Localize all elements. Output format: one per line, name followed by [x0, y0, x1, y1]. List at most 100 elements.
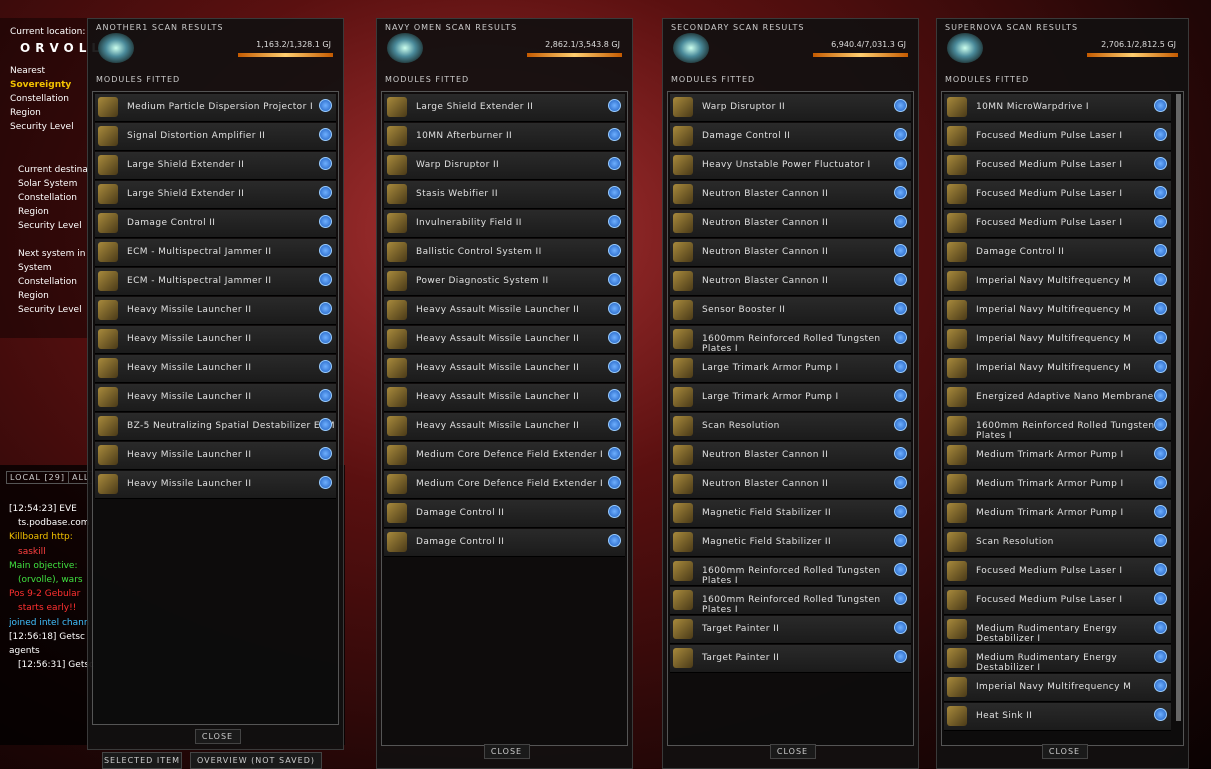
module-row[interactable]: Heavy Missile Launcher II	[95, 355, 336, 383]
module-row[interactable]: Neutron Blaster Cannon II	[670, 181, 911, 209]
info-button[interactable]	[1154, 650, 1167, 663]
close-button[interactable]: CLOSE	[194, 729, 241, 744]
module-row[interactable]: Focused Medium Pulse Laser I	[944, 181, 1171, 209]
info-button[interactable]	[608, 418, 621, 431]
module-row[interactable]: Focused Medium Pulse Laser I	[944, 587, 1171, 615]
module-row[interactable]: Magnetic Field Stabilizer II	[670, 529, 911, 557]
info-button[interactable]	[608, 331, 621, 344]
module-row[interactable]: Focused Medium Pulse Laser I	[944, 558, 1171, 586]
module-row[interactable]: Imperial Navy Multifrequency M	[944, 355, 1171, 383]
module-row[interactable]: Large Trimark Armor Pump I	[670, 384, 911, 412]
module-row[interactable]: Power Diagnostic System II	[384, 268, 625, 296]
module-row[interactable]: Warp Disruptor II	[384, 152, 625, 180]
module-row[interactable]: Magnetic Field Stabilizer II	[670, 500, 911, 528]
module-row[interactable]: Neutron Blaster Cannon II	[670, 268, 911, 296]
module-row[interactable]: Signal Distortion Amplifier II	[95, 123, 336, 151]
info-button[interactable]	[894, 273, 907, 286]
module-row[interactable]: 1600mm Reinforced Rolled Tungsten Plates…	[670, 326, 911, 354]
info-button[interactable]	[1154, 476, 1167, 489]
module-row[interactable]: Heavy Assault Missile Launcher II	[384, 326, 625, 354]
module-row[interactable]: Heavy Assault Missile Launcher II	[384, 355, 625, 383]
info-button[interactable]	[894, 505, 907, 518]
info-button[interactable]	[894, 215, 907, 228]
info-button[interactable]	[894, 331, 907, 344]
module-row[interactable]: 1600mm Reinforced Rolled Tungsten Plates…	[670, 587, 911, 615]
module-row[interactable]: Neutron Blaster Cannon II	[670, 442, 911, 470]
info-button[interactable]	[894, 360, 907, 373]
info-button[interactable]	[1154, 215, 1167, 228]
module-row[interactable]: Damage Control II	[670, 123, 911, 151]
info-button[interactable]	[1154, 505, 1167, 518]
module-row[interactable]: Medium Trimark Armor Pump I	[944, 471, 1171, 499]
info-button[interactable]	[608, 244, 621, 257]
module-row[interactable]: BZ-5 Neutralizing Spatial Destabilizer E…	[95, 413, 336, 441]
info-button[interactable]	[1154, 157, 1167, 170]
module-row[interactable]: Damage Control II	[944, 239, 1171, 267]
info-button[interactable]	[608, 534, 621, 547]
info-button[interactable]	[319, 244, 332, 257]
info-button[interactable]	[608, 302, 621, 315]
module-row[interactable]: Invulnerability Field II	[384, 210, 625, 238]
info-button[interactable]	[319, 476, 332, 489]
module-row[interactable]: Scan Resolution	[944, 529, 1171, 557]
module-row[interactable]: Heavy Missile Launcher II	[95, 442, 336, 470]
info-button[interactable]	[1154, 99, 1167, 112]
module-row[interactable]: 10MN MicroWarpdrive I	[944, 94, 1171, 122]
info-button[interactable]	[894, 534, 907, 547]
module-row[interactable]: Heat Sink II	[944, 703, 1171, 731]
info-button[interactable]	[1154, 128, 1167, 141]
module-row[interactable]: Heavy Assault Missile Launcher II	[384, 384, 625, 412]
close-button[interactable]: CLOSE	[769, 744, 816, 759]
info-button[interactable]	[319, 128, 332, 141]
info-button[interactable]	[1154, 679, 1167, 692]
info-button[interactable]	[894, 186, 907, 199]
info-button[interactable]	[319, 273, 332, 286]
module-row[interactable]: Medium Core Defence Field Extender I	[384, 442, 625, 470]
module-row[interactable]: Focused Medium Pulse Laser I	[944, 152, 1171, 180]
module-row[interactable]: Focused Medium Pulse Laser I	[944, 210, 1171, 238]
info-button[interactable]	[608, 128, 621, 141]
info-button[interactable]	[894, 650, 907, 663]
info-button[interactable]	[1154, 389, 1167, 402]
info-button[interactable]	[1154, 186, 1167, 199]
info-button[interactable]	[608, 505, 621, 518]
info-button[interactable]	[894, 621, 907, 634]
module-row[interactable]: Damage Control II	[384, 500, 625, 528]
info-button[interactable]	[1154, 563, 1167, 576]
module-row[interactable]: Medium Rudimentary Energy Destabilizer I	[944, 645, 1171, 673]
module-row[interactable]: Large Shield Extender II	[95, 152, 336, 180]
module-row[interactable]: Heavy Assault Missile Launcher II	[384, 413, 625, 441]
info-button[interactable]	[894, 476, 907, 489]
info-button[interactable]	[1154, 447, 1167, 460]
info-button[interactable]	[894, 244, 907, 257]
info-button[interactable]	[319, 99, 332, 112]
info-button[interactable]	[319, 186, 332, 199]
module-row[interactable]: Target Painter II	[670, 616, 911, 644]
info-button[interactable]	[608, 389, 621, 402]
info-button[interactable]	[894, 157, 907, 170]
module-row[interactable]: Warp Disruptor II	[670, 94, 911, 122]
module-row[interactable]: Neutron Blaster Cannon II	[670, 471, 911, 499]
info-button[interactable]	[894, 563, 907, 576]
module-row[interactable]: ECM - Multispectral Jammer II	[95, 239, 336, 267]
module-row[interactable]: 1600mm Reinforced Rolled Tungsten Plates…	[944, 413, 1171, 441]
module-row[interactable]: Focused Medium Pulse Laser I	[944, 123, 1171, 151]
info-button[interactable]	[894, 447, 907, 460]
info-button[interactable]	[1154, 418, 1167, 431]
info-button[interactable]	[319, 418, 332, 431]
info-button[interactable]	[319, 215, 332, 228]
info-button[interactable]	[1154, 708, 1167, 721]
module-row[interactable]: Neutron Blaster Cannon II	[670, 210, 911, 238]
module-row[interactable]: Scan Resolution	[670, 413, 911, 441]
info-button[interactable]	[894, 128, 907, 141]
module-row[interactable]: Ballistic Control System II	[384, 239, 625, 267]
info-button[interactable]	[1154, 273, 1167, 286]
module-row[interactable]: Imperial Navy Multifrequency M	[944, 674, 1171, 702]
info-button[interactable]	[1154, 621, 1167, 634]
info-button[interactable]	[608, 447, 621, 460]
info-button[interactable]	[608, 215, 621, 228]
module-row[interactable]: Heavy Missile Launcher II	[95, 384, 336, 412]
module-row[interactable]: Target Painter II	[670, 645, 911, 673]
info-button[interactable]	[894, 389, 907, 402]
info-button[interactable]	[894, 99, 907, 112]
